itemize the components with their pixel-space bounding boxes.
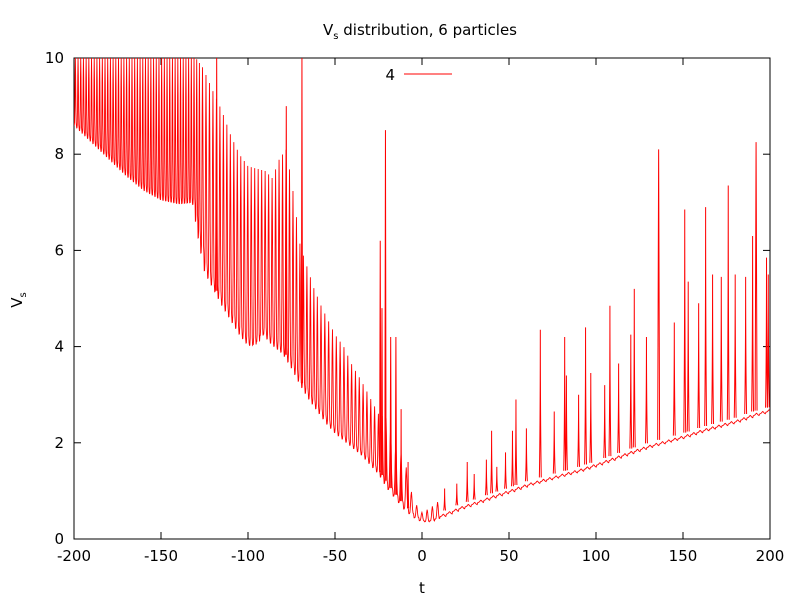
series-spike [495, 466, 499, 492]
series-spike [406, 462, 410, 509]
series-spike [455, 483, 459, 506]
series-spike [511, 430, 514, 487]
series-spike [751, 235, 755, 412]
series-spike [719, 276, 723, 422]
x-tick-label: 50 [499, 547, 518, 565]
x-tick-label: -100 [231, 547, 265, 565]
series-spike [215, 58, 218, 291]
y-tick-label: 0 [54, 530, 64, 548]
series-spike [629, 334, 633, 449]
y-tick-label: 2 [54, 434, 64, 452]
series-spike [754, 142, 758, 411]
series-line-4 [74, 58, 770, 523]
series-spike [766, 274, 770, 408]
series-spike [394, 336, 398, 495]
y-tick-label: 8 [54, 145, 64, 163]
series-spike [726, 185, 730, 420]
series-spike [589, 373, 593, 463]
x-tick-label: 200 [756, 547, 785, 565]
series-spike [711, 274, 715, 425]
y-axis-label: Vs [8, 292, 29, 307]
series-spike [645, 336, 648, 444]
series-spike [603, 385, 607, 458]
series-spike [379, 240, 382, 473]
series-spike [524, 428, 528, 482]
series-spike [490, 430, 494, 494]
chart-title: Vs distribution, 6 particles [323, 21, 517, 42]
series-spike [504, 452, 507, 489]
y-tick-label: 4 [54, 338, 64, 356]
legend-label: 4 [385, 66, 395, 84]
x-tick-label: 150 [669, 547, 698, 565]
series-spike [584, 327, 588, 465]
series-spike [400, 409, 403, 502]
series-group [74, 58, 770, 523]
series-spike [389, 336, 392, 489]
series-spike [443, 488, 447, 511]
series-spike [514, 399, 518, 486]
series-spike [697, 303, 701, 429]
y-tick-label: 10 [45, 49, 64, 67]
series-spike [380, 308, 384, 476]
series-spike [563, 336, 567, 471]
series-spike [672, 322, 676, 436]
y-tick-label: 6 [54, 241, 64, 259]
series-spike [384, 130, 387, 481]
series-spike [484, 459, 488, 496]
series-spike [765, 257, 768, 408]
x-axis-label: t [419, 579, 425, 597]
plot-area [74, 58, 770, 523]
legend: 4 [385, 66, 452, 84]
series-spike [300, 58, 304, 384]
series-spike [564, 375, 568, 471]
series-spike [608, 305, 612, 457]
series-spike [538, 329, 542, 478]
x-tick-label: 0 [417, 547, 427, 565]
x-tick-label: -200 [57, 547, 91, 565]
series-spike [686, 281, 690, 432]
series-spike [617, 363, 621, 453]
series-spike [472, 474, 476, 500]
series-spike [704, 207, 708, 426]
series-spike [577, 394, 581, 467]
series-spike [632, 288, 636, 448]
series-spike [657, 149, 661, 440]
series-spike [465, 462, 469, 502]
series-spike [744, 276, 748, 415]
series-spike [733, 274, 737, 418]
series-spike [285, 106, 288, 355]
x-tick-label: -50 [323, 547, 348, 565]
series-spike [552, 411, 556, 474]
x-tick-label: -150 [144, 547, 178, 565]
axis-ticks: -200 -150 -100 -50 0 50 100 150 200 0 2 4 6 8 10 [45, 49, 784, 565]
x-tick-label: 100 [582, 547, 611, 565]
series-spike [683, 209, 687, 433]
